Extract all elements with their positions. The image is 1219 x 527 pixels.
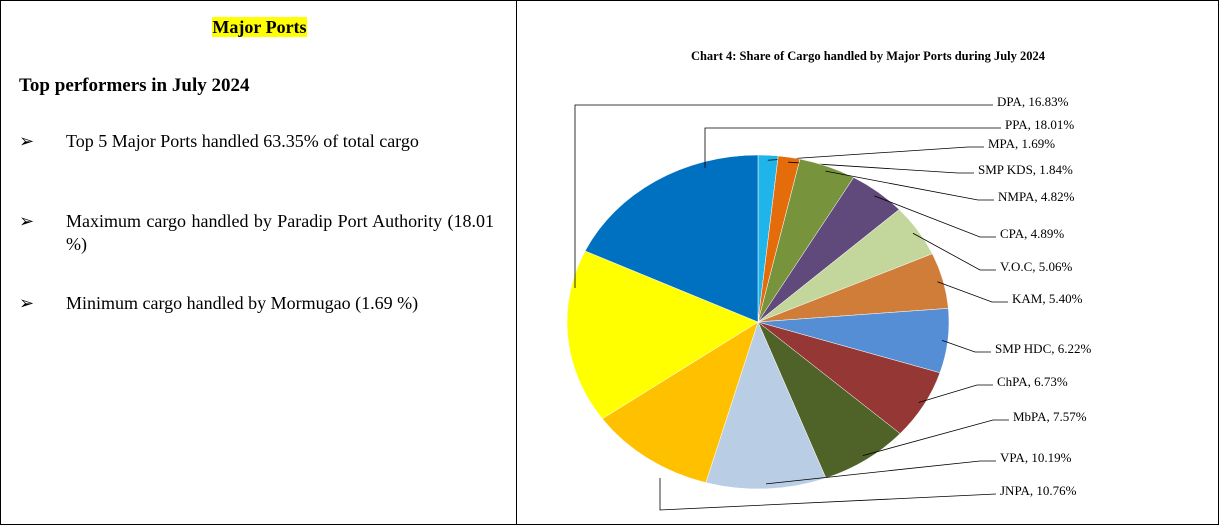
pie-slice [584,154,759,323]
bullet: ➢ Maximum cargo handled by Paradip Port A… [19,210,494,256]
text-cell: Major Ports Top performers in July 2024 … [0,0,517,525]
leader-line [788,161,974,174]
bullet-marker: ➢ [19,211,35,231]
chart-title: Chart 4: Share of Cargo handled by Major… [691,49,1046,63]
leader-line [937,281,1008,303]
subheading: Top performers in July 2024 [19,75,250,96]
data-label: JNPA, 10.76% [1000,483,1077,498]
bullet-marker: ➢ [19,131,35,151]
heading: Major Ports [212,17,307,37]
data-label: NMPA, 4.82% [998,189,1075,204]
bullet-marker: ➢ [19,293,35,313]
leader-line [912,232,996,271]
bullet-text: Maximum cargo handled by Paradip Port Au… [66,211,494,254]
data-label: CPA, 4.89% [1000,226,1064,241]
leader-line [574,104,993,288]
leader-line [918,384,993,403]
data-label: MbPA, 7.57% [1013,409,1087,424]
leader-line [874,195,996,238]
leader-line [862,419,1009,456]
leader-line [825,170,994,201]
leader-line [704,127,1001,168]
data-label: MPA, 1.69% [988,136,1055,151]
leader-line [767,146,984,161]
bullet-text: Top 5 Major Ports handled 63.35% of tota… [66,131,419,151]
data-label: SMP KDS, 1.84% [978,162,1073,177]
data-label: VPA, 10.19% [1000,450,1072,465]
pie-slice [566,250,759,420]
leader-line [659,478,997,511]
data-label: KAM, 5.40% [1012,291,1083,306]
bullet: ➢ Top 5 Major Ports handled 63.35% of tot… [19,130,494,153]
data-label: DPA, 16.83% [997,94,1069,109]
data-label: V.O.C, 5.06% [1000,259,1073,274]
data-label: PPA, 18.01% [1005,117,1074,132]
pie-slice [601,321,759,483]
bullet: ➢ Minimum cargo handled by Mormugao (1.69… [19,292,494,315]
bullet-text: Minimum cargo handled by Mormugao (1.69 … [66,293,419,313]
leader-line [941,339,991,353]
pie-slice [705,321,827,490]
leader-line [765,460,996,485]
data-label: ChPA, 6.73% [997,374,1068,389]
heading-row: Major Ports [1,17,518,38]
data-label: SMP HDC, 6.22% [995,341,1091,356]
